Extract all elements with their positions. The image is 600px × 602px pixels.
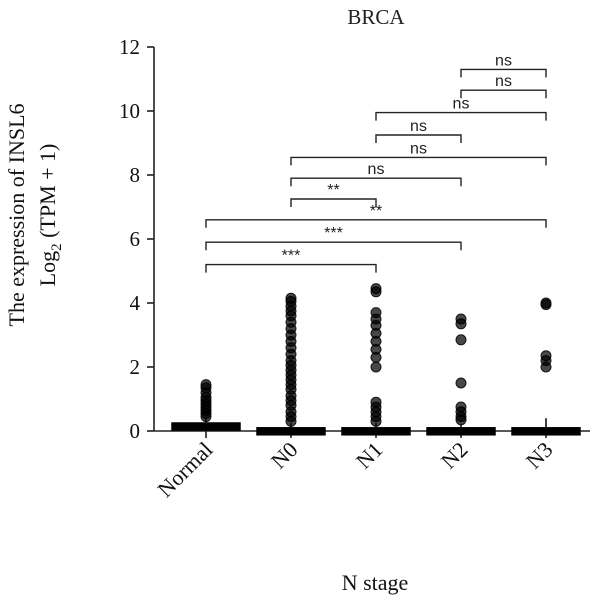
boxplot-n1	[341, 283, 411, 436]
significance-label: ns	[410, 118, 427, 135]
outlier-point	[540, 350, 552, 362]
y-tick-label: 12	[119, 35, 140, 59]
y-axis-label-sub: 2	[49, 243, 65, 251]
outlier-point	[285, 292, 297, 304]
significance-label: ns	[368, 161, 385, 178]
significance-bracket	[290, 156, 547, 166]
significance-bracket	[205, 241, 462, 251]
x-tick-label: N3	[521, 437, 558, 474]
box-body	[256, 427, 326, 436]
y-tick-label: 8	[130, 163, 141, 187]
significance-bracket	[290, 198, 377, 207]
significance-bracket	[205, 263, 377, 273]
significance-bracket	[460, 68, 547, 78]
y-axis-label-line1: The expression of INSL6	[4, 103, 29, 326]
outlier-point	[540, 297, 552, 309]
significance-label: ns	[495, 73, 512, 90]
box-body	[341, 427, 411, 436]
significance-label: ***	[324, 225, 343, 242]
y-tick-label: 10	[119, 99, 140, 123]
y-tick-label: 6	[130, 227, 141, 251]
y-axis-label-rest: (TPM + 1)	[35, 144, 60, 244]
outlier-point	[455, 401, 467, 413]
outlier-point	[200, 379, 212, 391]
y-tick-label: 2	[130, 355, 141, 379]
outlier-point	[370, 283, 382, 295]
x-tick-label: N2	[436, 437, 473, 474]
boxplot-n0	[256, 292, 326, 436]
significance-label: ns	[453, 96, 470, 113]
significance-label: ns	[495, 52, 512, 69]
outlier-point	[455, 377, 467, 389]
y-axis-label-line2: Log2 (TPM + 1)	[35, 144, 65, 287]
y-tick-label: 4	[130, 291, 141, 315]
x-axis-label: N stage	[342, 570, 409, 595]
significance-bracket	[375, 134, 462, 143]
x-tick-label: N0	[266, 437, 303, 474]
significance-label: **	[370, 203, 382, 220]
box-body	[426, 427, 496, 436]
box-body	[511, 427, 581, 436]
boxplot-n2	[426, 313, 496, 436]
y-tick-label: 0	[130, 419, 141, 443]
x-tick-label: Normal	[152, 437, 217, 502]
boxplot-n3	[511, 297, 581, 436]
y-axis-label: The expression of INSL6 Log2 (TPM + 1)	[4, 103, 65, 326]
boxplots	[171, 283, 581, 436]
significance-label: ns	[410, 140, 427, 157]
outlier-point	[455, 334, 467, 346]
significance-bracket	[375, 111, 547, 121]
x-ticks: Normal N0 N1 N2 N3	[152, 431, 558, 502]
outlier-point	[455, 313, 467, 325]
chart-title: BRCA	[347, 5, 405, 29]
significance-bracket	[460, 89, 547, 99]
x-tick-label: N1	[351, 437, 388, 474]
outlier-point	[370, 307, 382, 319]
significance-label: **	[327, 182, 339, 199]
significance-bracket	[205, 219, 547, 228]
outlier-point	[370, 396, 382, 408]
y-axis-label-log: Log	[35, 251, 60, 286]
significance-bracket	[290, 177, 462, 187]
outlier-point	[370, 361, 382, 373]
significance-label: ***	[282, 248, 301, 265]
y-ticks: 0 2 4 6 8 10 12	[119, 35, 154, 443]
boxplot-normal	[171, 379, 241, 431]
